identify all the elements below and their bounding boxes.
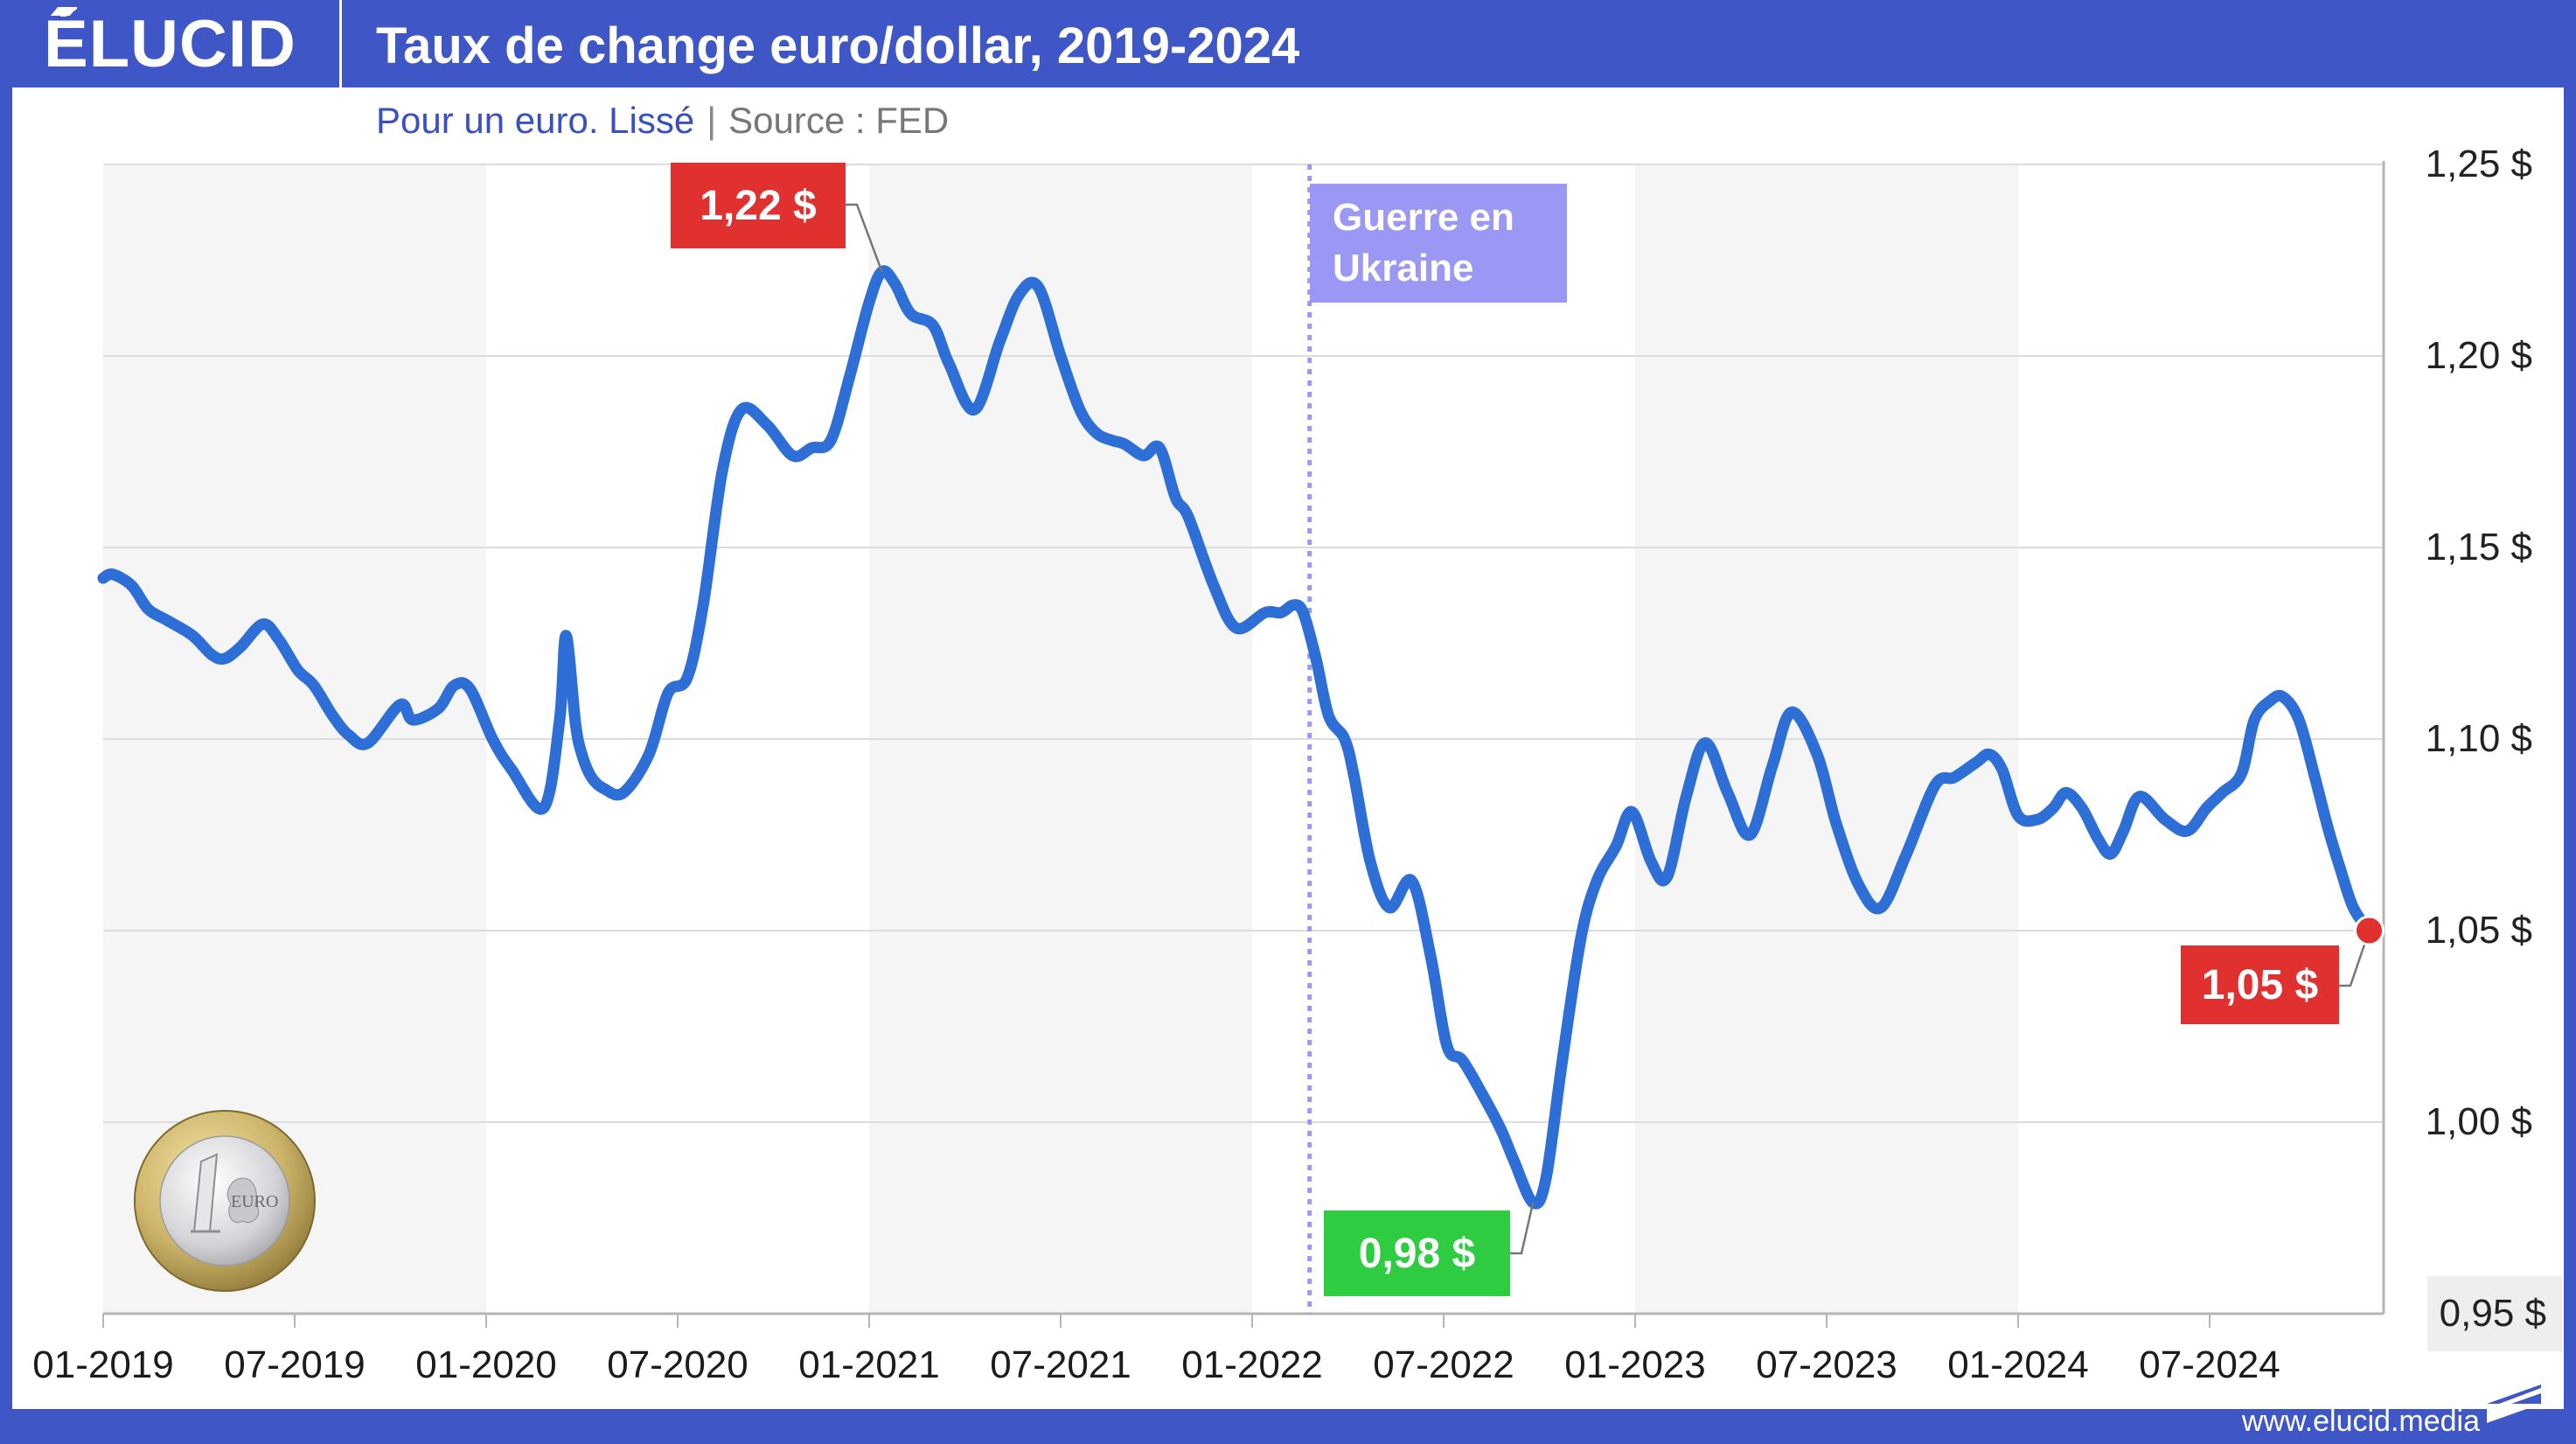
min-label-connector (1510, 1202, 1535, 1255)
x-tick-label: 01-2019 (32, 1343, 174, 1386)
x-tick-label: 07-2022 (1373, 1343, 1514, 1386)
x-tick-label: 07-2023 (1756, 1343, 1897, 1386)
x-tick-label: 07-2021 (990, 1343, 1131, 1386)
max-value-text: 1,22 $ (700, 182, 817, 229)
y-tick-label: 1,25 $ (2425, 143, 2532, 185)
x-tick-label: 01-2021 (798, 1343, 940, 1386)
last-label-connector (2339, 930, 2371, 987)
x-tick-label: 07-2019 (224, 1343, 366, 1386)
header-bar: ÉLUCID Taux de change euro/dollar, 2019-… (0, 0, 2576, 87)
last-value-text: 1,05 $ (2201, 961, 2319, 1008)
header-divider (339, 0, 342, 87)
svg-text:EURO: EURO (231, 1192, 278, 1211)
last-value-dot (2354, 915, 2385, 946)
subtitle-source: Source : FED (728, 100, 950, 141)
axes (102, 161, 2385, 1328)
x-tick-label: 01-2020 (415, 1343, 557, 1386)
chart-title: Taux de change euro/dollar, 2019-2024 (376, 17, 1300, 74)
x-tick-label: 01-2022 (1181, 1343, 1323, 1386)
min-value-text: 0,98 $ (1358, 1230, 1476, 1277)
euro-coin-icon: EURO (134, 1110, 316, 1292)
y-tick-label: 0,95 $ (2426, 1276, 2562, 1351)
elucid-flag-icon (2487, 1385, 2541, 1423)
y-tick-label: 1,00 $ (2425, 1100, 2532, 1143)
ukraine-war-label: Guerre en Ukraine (1310, 184, 1567, 303)
max-value-label: 1,22 $ (671, 163, 846, 248)
last-value-label: 1,05 $ (2181, 945, 2339, 1024)
ukraine-war-label-line2: Ukraine (1333, 247, 1474, 289)
y-tick-label: 1,10 $ (2425, 717, 2532, 760)
x-tick-label: 01-2023 (1564, 1343, 1706, 1386)
ukraine-war-label-line1: Guerre en (1333, 196, 1514, 239)
footer-url[interactable]: www.elucid.media (2241, 1405, 2480, 1438)
x-tick-label: 07-2020 (607, 1343, 748, 1386)
eur-usd-line (97, 265, 2375, 1210)
x-tick-label: 01-2024 (1947, 1343, 2089, 1386)
y-tick-label: 1,05 $ (2425, 909, 2532, 952)
chart-subtitle: Pour un euro. Lissé | Source : FED (376, 98, 949, 143)
y-tick-label: 1,15 $ (2425, 526, 2532, 569)
annotation-connectors (846, 203, 2371, 1255)
gridlines (103, 164, 2384, 1123)
subtitle-description: Pour un euro. Lissé (376, 100, 695, 141)
min-value-label: 0,98 $ (1324, 1210, 1510, 1296)
subtitle-separator: | (707, 100, 717, 141)
max-label-connector (846, 203, 883, 273)
x-tick-label: 07-2024 (2139, 1343, 2280, 1386)
brand-logo[interactable]: ÉLUCID (44, 7, 296, 81)
y-tick-label: 1,20 $ (2425, 334, 2532, 377)
